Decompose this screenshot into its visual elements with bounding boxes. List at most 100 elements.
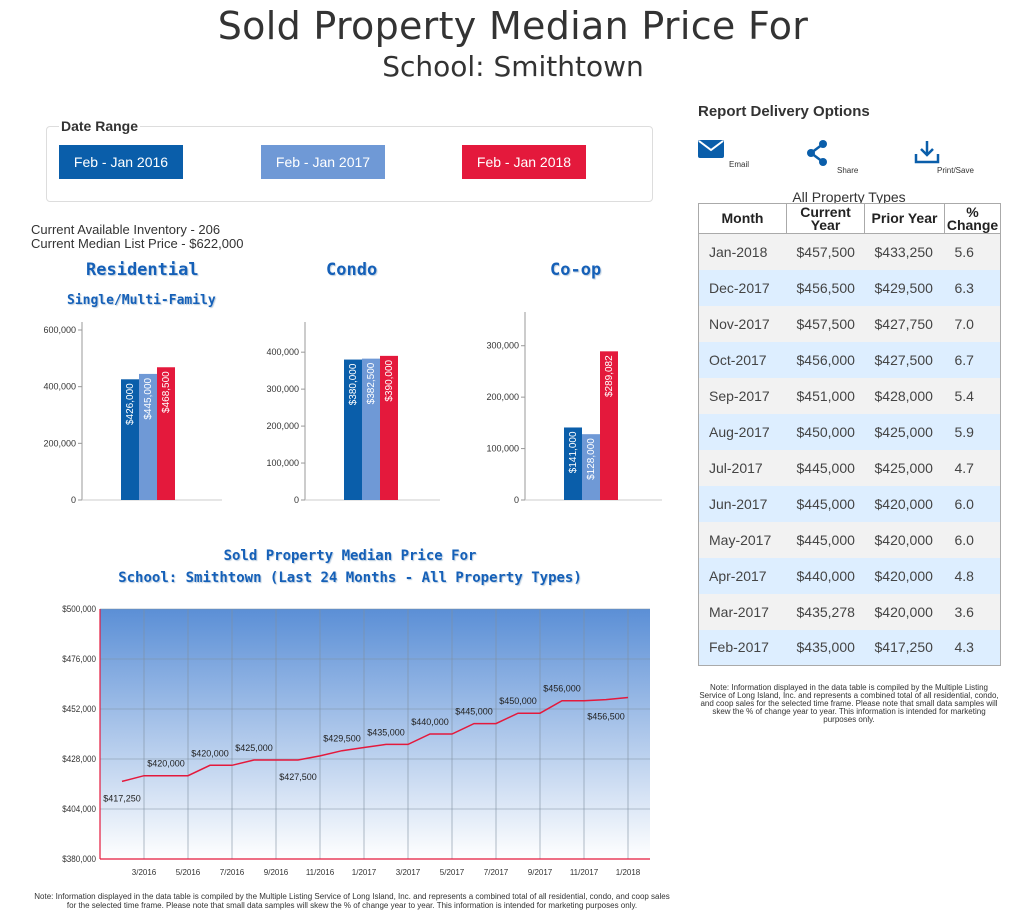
- line-y-tick-label: $380,000: [62, 854, 96, 865]
- date-range-panel: Date Range Feb - Jan 2016 Feb - Jan 2017…: [46, 118, 653, 202]
- residential-chart-title: Residential: [86, 260, 199, 280]
- col-header-month: Month: [698, 203, 787, 234]
- download-icon[interactable]: [914, 140, 940, 164]
- email-label[interactable]: Email: [729, 160, 750, 169]
- line-series: [121, 696, 629, 783]
- bar-data-label: $468,500: [161, 371, 172, 413]
- share-label[interactable]: Share: [837, 166, 859, 175]
- share-icon[interactable]: [805, 140, 829, 166]
- page-title: Sold Property Median Price For: [217, 4, 809, 48]
- table-cell-prior: $428,000: [864, 377, 945, 414]
- table-cell-prior: $425,000: [864, 413, 945, 450]
- table-cell-change: 6.0: [944, 521, 1001, 558]
- table-cell-prior: $420,000: [864, 521, 945, 558]
- bar-tick-label: 0: [514, 495, 519, 505]
- table-caption: All Property Types: [792, 189, 906, 205]
- line-x-tick-label: 1/2017: [352, 868, 377, 877]
- table-cell-month: Jul-2017: [698, 449, 787, 486]
- bar-data-label: $382,500: [366, 362, 377, 404]
- col-header-prior-year: Prior Year: [864, 203, 945, 234]
- line-data-label: $456,500: [587, 712, 625, 722]
- table-row: May-2017 $445,000 $420,000 6.0: [698, 521, 1001, 558]
- table-row: Jan-2018 $457,500 $433,250 5.6: [698, 233, 1001, 270]
- line-data-label: $427,500: [279, 772, 317, 782]
- table-cell-month: Nov-2017: [698, 305, 787, 342]
- table-cell-current: $435,278: [786, 593, 865, 630]
- bar-tick-label: 200,000: [43, 438, 76, 448]
- line-y-tick-label: $500,000: [62, 604, 96, 615]
- email-icon[interactable]: [697, 139, 725, 159]
- bar-tick-label: 300,000: [266, 384, 299, 394]
- col-header-current-year: Current Year: [786, 203, 865, 234]
- table-row: Nov-2017 $457,500 $427,750 7.0: [698, 305, 1001, 342]
- bar-data-label: $289,082: [604, 355, 615, 397]
- table-row: Apr-2017 $440,000 $420,000 4.8: [698, 557, 1001, 594]
- line-x-tick-label: 7/2017: [484, 868, 509, 877]
- print-save-label[interactable]: Print/Save: [937, 166, 974, 175]
- table-cell-current: $450,000: [786, 413, 865, 450]
- line-x-tick-label: 11/2016: [306, 868, 335, 877]
- line-data-label: $450,000: [499, 696, 537, 706]
- table-cell-month: Sep-2017: [698, 377, 787, 414]
- bar-tick-label: 0: [71, 495, 76, 505]
- line-data-label: $435,000: [367, 727, 405, 737]
- table-cell-change: 7.0: [944, 305, 1001, 342]
- bar: [564, 427, 582, 500]
- current-median-list-price-text: Current Median List Price - $622,000: [31, 236, 244, 251]
- table-cell-current: $440,000: [786, 557, 865, 594]
- line-x-tick-label: 5/2016: [176, 868, 201, 877]
- table-cell-change: 3.6: [944, 593, 1001, 630]
- table-cell-current: $445,000: [786, 521, 865, 558]
- line-x-tick-label: 1/2018: [616, 868, 641, 877]
- table-cell-current: $435,000: [786, 629, 865, 666]
- line-y-tick-label: $428,000: [62, 754, 96, 765]
- table-cell-current: $451,000: [786, 377, 865, 414]
- line-chart: $380,000 $404,000 $428,000 $452,000 $476,000…: [62, 604, 650, 877]
- table-cell-change: 4.3: [944, 629, 1001, 666]
- table-row: Sep-2017 $451,000 $428,000 5.4: [698, 377, 1001, 414]
- table-cell-current: $445,000: [786, 449, 865, 486]
- bar-data-label: $128,000: [586, 438, 597, 480]
- table-row: Jul-2017 $445,000 $425,000 4.7: [698, 449, 1001, 486]
- table-row: Jun-2017 $445,000 $420,000 6.0: [698, 485, 1001, 522]
- line-chart-plot-area: [100, 609, 650, 859]
- bar-tick-label: 600,000: [43, 325, 76, 335]
- table-row: Feb-2017 $435,000 $417,250 4.3: [698, 629, 1001, 666]
- bar: [582, 434, 600, 500]
- table-row: Mar-2017 $435,278 $420,000 3.6: [698, 593, 1001, 630]
- table-cell-month: Mar-2017: [698, 593, 787, 630]
- line-x-tick-label: 9/2016: [264, 868, 289, 877]
- current-inventory-text: Current Available Inventory - 206: [31, 222, 221, 237]
- table-cell-prior: $427,500: [864, 341, 945, 378]
- date-range-2016-button[interactable]: Feb - Jan 2016: [59, 145, 183, 179]
- line-x-tick-label: 3/2016: [132, 868, 157, 877]
- line-y-tick-label: $404,000: [62, 804, 96, 815]
- date-range-2018-button[interactable]: Feb - Jan 2018: [462, 145, 586, 179]
- table-cell-month: Apr-2017: [698, 557, 787, 594]
- line-data-label: $420,000: [191, 748, 229, 758]
- bar-tick-label: 400,000: [43, 382, 76, 392]
- table-row: Aug-2017 $450,000 $425,000 5.9: [698, 413, 1001, 450]
- line-x-tick-label: 7/2016: [220, 868, 245, 877]
- bar-tick-label: 400,000: [266, 347, 299, 357]
- bar-data-label: $445,000: [143, 377, 154, 419]
- table-cell-prior: $420,000: [864, 485, 945, 522]
- coop-chart-title: Co-op: [550, 260, 602, 280]
- table-cell-month: Oct-2017: [698, 341, 787, 378]
- table-row: Oct-2017 $456,000 $427,500 6.7: [698, 341, 1001, 378]
- table-cell-change: 4.8: [944, 557, 1001, 594]
- table-row: Dec-2017 $456,500 $429,500 6.3: [698, 269, 1001, 306]
- line-x-tick-label: 3/2017: [396, 868, 421, 877]
- bar-tick-label: 0: [294, 495, 299, 505]
- table-cell-change: 6.0: [944, 485, 1001, 522]
- line-chart-title: Sold Property Median Price For: [223, 548, 477, 564]
- table-cell-month: Jun-2017: [698, 485, 787, 522]
- line-x-tick-label: 9/2017: [528, 868, 553, 877]
- bar: [344, 359, 362, 500]
- median-price-table: Month Current Year Prior Year % Change J…: [698, 203, 1001, 666]
- bar-tick-label: 100,000: [486, 444, 519, 454]
- bar-data-label: $141,000: [568, 431, 579, 473]
- table-cell-current: $457,500: [786, 233, 865, 270]
- date-range-2017-button[interactable]: Feb - Jan 2017: [261, 145, 385, 179]
- table-cell-prior: $420,000: [864, 593, 945, 630]
